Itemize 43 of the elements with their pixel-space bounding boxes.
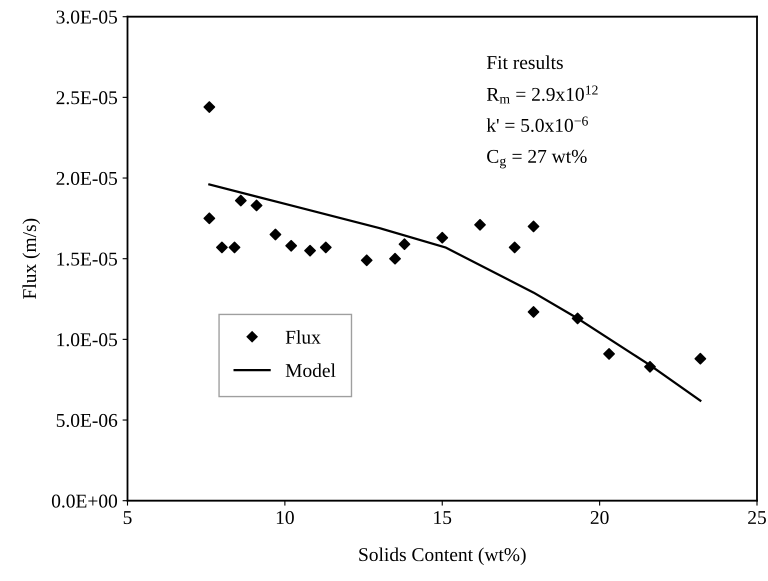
- y-tick-label: 2.5E-05: [56, 91, 118, 104]
- x-tick-label: 10: [276, 510, 294, 524]
- legend-label: Model: [286, 363, 336, 378]
- annotation: C$_{g}$ = 27 wt%: [487, 150, 587, 168]
- annotation: k' = 5.0x10$^{−6}$: [486, 116, 588, 132]
- point: [250, 200, 262, 212]
- y-tick-label: 1.5E-05: [57, 252, 118, 266]
- y-tick-label: 3.0E-05: [56, 10, 118, 24]
- x-axis-title: Solids Content (wt%): [359, 548, 526, 566]
- x-tick-label: 20: [590, 510, 609, 524]
- x-tick-label: 5: [124, 511, 132, 524]
- point: [603, 348, 615, 360]
- point: [389, 252, 401, 265]
- y-axis-title: Flux (m/s): [22, 218, 40, 299]
- y-tick-label: 5.0E-06: [56, 414, 118, 428]
- point: [285, 240, 298, 252]
- point: [216, 242, 228, 254]
- point: [694, 352, 706, 365]
- x-tick-label: 15: [434, 511, 452, 524]
- line-series: [208, 183, 702, 402]
- legend-label: Flux: [286, 330, 321, 344]
- point: [304, 244, 316, 257]
- point: [508, 242, 521, 254]
- point: [228, 242, 240, 254]
- point: [203, 101, 216, 113]
- point: [320, 242, 332, 254]
- point: [528, 220, 540, 232]
- point: [644, 360, 656, 373]
- point: [436, 232, 448, 244]
- point: [360, 254, 373, 266]
- y-tick-label: 1.0E-05: [57, 333, 118, 346]
- point: [474, 218, 486, 231]
- point: [398, 238, 410, 250]
- y-tick-label: 0.0E+00: [52, 494, 118, 508]
- point: [528, 306, 540, 318]
- y-tick-label: 2.0E-05: [56, 172, 118, 186]
- annotation: R$_{m}$ = 2.9x10$^{12}$: [486, 85, 598, 104]
- x-tick-label: 25: [748, 511, 766, 524]
- point: [572, 312, 584, 324]
- point: [270, 228, 282, 240]
- point: [234, 194, 247, 207]
- point: [203, 212, 216, 224]
- annotation: Fit results: [486, 55, 563, 70]
